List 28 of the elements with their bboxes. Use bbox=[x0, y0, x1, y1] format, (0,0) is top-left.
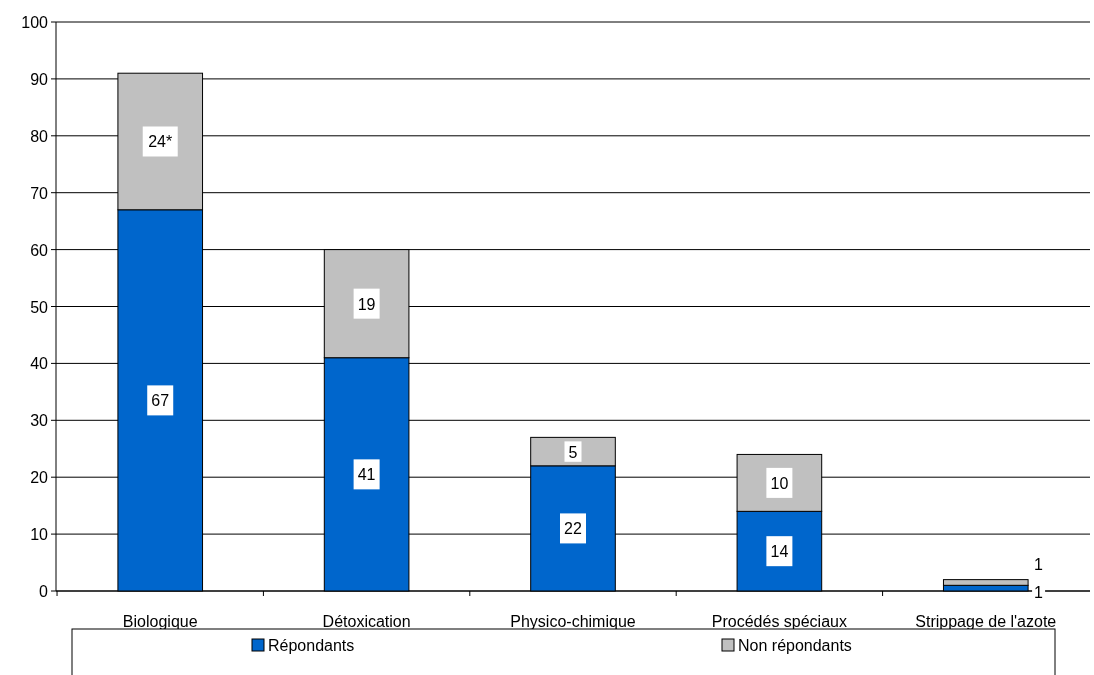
data-label: 24* bbox=[148, 133, 173, 151]
data-label: 22 bbox=[564, 520, 582, 538]
y-tick-label: 90 bbox=[30, 70, 49, 88]
y-tick-label: 50 bbox=[30, 298, 49, 316]
x-tick-label: Biologique bbox=[122, 613, 198, 630]
y-tick-label: 10 bbox=[30, 526, 49, 544]
y-tick-label: 80 bbox=[30, 127, 49, 145]
data-label: 19 bbox=[357, 295, 376, 313]
y-tick-label: 60 bbox=[30, 241, 49, 259]
data-label: 5 bbox=[568, 443, 578, 461]
data-label: 1 bbox=[1034, 584, 1044, 602]
x-tick-label: Détoxication bbox=[322, 613, 411, 630]
data-label: 1 bbox=[1034, 556, 1044, 574]
legend-label: Non répondants bbox=[738, 637, 852, 654]
y-tick-label: 20 bbox=[30, 469, 49, 487]
data-label: 14 bbox=[770, 543, 789, 561]
data-label: 10 bbox=[770, 474, 789, 492]
y-tick-label: 30 bbox=[30, 412, 49, 430]
y-tick-label: 0 bbox=[39, 583, 49, 600]
y-tick-label: 100 bbox=[21, 14, 49, 31]
data-label: 41 bbox=[357, 466, 376, 484]
x-tick-label: Procédés spéciaux bbox=[711, 613, 847, 630]
data-label: 67 bbox=[151, 392, 170, 410]
x-tick-label: Physico-chimique bbox=[510, 613, 636, 630]
x-tick-label: Strippage de l'azote bbox=[915, 613, 1057, 630]
legend-label: Répondants bbox=[268, 637, 355, 654]
y-tick-label: 70 bbox=[30, 184, 49, 202]
y-tick-label: 40 bbox=[30, 355, 49, 373]
